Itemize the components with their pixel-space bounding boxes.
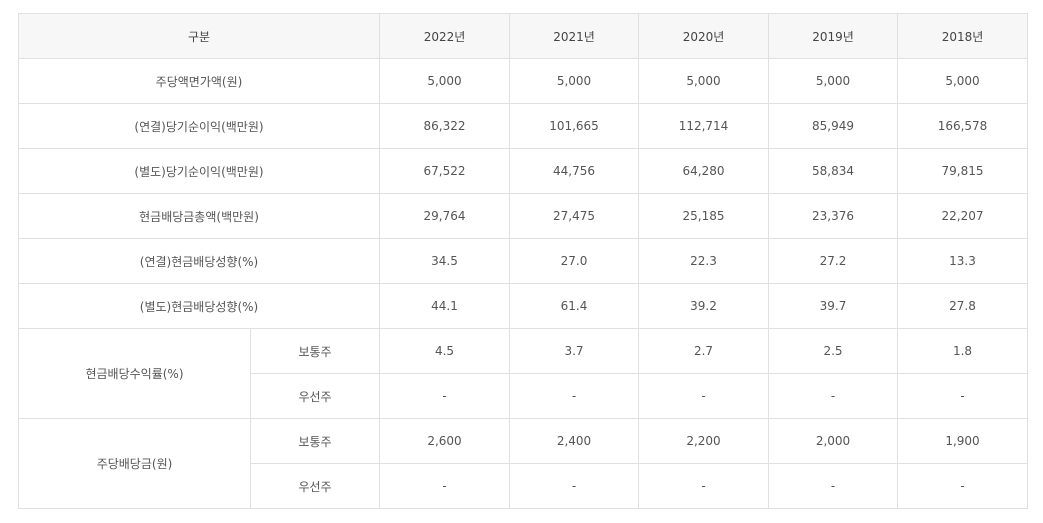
table-cell: 44.1 (379, 283, 510, 329)
table-row: (별도)현금배당성향(%) 44.1 61.4 39.2 39.7 27.8 (18, 283, 1028, 329)
table-cell: - (638, 373, 769, 419)
table-row: 주당액면가액(원) 5,000 5,000 5,000 5,000 5,000 (18, 58, 1028, 104)
table-cell: 2.5 (768, 328, 898, 374)
table-cell: 25,185 (638, 193, 769, 239)
table-cell: 22.3 (638, 238, 769, 284)
table-cell: 86,322 (379, 103, 510, 149)
table-cell: 3.7 (509, 328, 639, 374)
header-row: 구분 2022년 2021년 2020년 2019년 2018년 (18, 13, 1028, 59)
table-row: 현금배당수익률(%) 보통주 4.5 3.7 2.7 2.5 1.8 (18, 328, 1028, 419)
row-label: (별도)현금배당성향(%) (18, 283, 380, 329)
table-cell: 27.2 (768, 238, 898, 284)
table-row: 우선주 - - - - - (19, 373, 1028, 419)
table-cell: 13.3 (897, 238, 1028, 284)
table-cell: - (379, 373, 510, 419)
table-cell: 44,756 (509, 148, 639, 194)
table-cell: - (509, 373, 639, 419)
table-cell: 67,522 (379, 148, 510, 194)
table-cell: 5,000 (638, 58, 769, 104)
table-cell: - (638, 463, 769, 509)
table-cell: 58,834 (768, 148, 898, 194)
table-cell: 5,000 (509, 58, 639, 104)
header-year: 2020년 (638, 13, 769, 59)
table-cell: 2,400 (509, 418, 639, 464)
header-year: 2021년 (509, 13, 639, 59)
row-label: (별도)당기순이익(백만원) (18, 148, 380, 194)
table-cell: 1,900 (897, 418, 1028, 464)
table-cell: 34.5 (379, 238, 510, 284)
table-cell: 79,815 (897, 148, 1028, 194)
table-cell: 27.0 (509, 238, 639, 284)
table-row: (연결)현금배당성향(%) 34.5 27.0 22.3 27.2 13.3 (18, 238, 1028, 284)
table-cell: 4.5 (379, 328, 510, 374)
table-row: 우선주 - - - - - (19, 463, 1028, 509)
header-year: 2018년 (897, 13, 1028, 59)
table-cell: 166,578 (897, 103, 1028, 149)
table-cell: 101,665 (509, 103, 639, 149)
table-cell: 5,000 (768, 58, 898, 104)
table-cell: 27,475 (509, 193, 639, 239)
subrow-label: 보통주 (250, 328, 380, 374)
subrow-label: 우선주 (250, 373, 380, 419)
table-cell: 5,000 (897, 58, 1028, 104)
table-cell: - (897, 373, 1028, 419)
table-cell: - (768, 463, 898, 509)
table-cell: 112,714 (638, 103, 769, 149)
table-cell: - (768, 373, 898, 419)
row-label: (연결)현금배당성향(%) (18, 238, 380, 284)
table-cell: 23,376 (768, 193, 898, 239)
table-cell: 64,280 (638, 148, 769, 194)
table-row: (별도)당기순이익(백만원) 67,522 44,756 64,280 58,8… (18, 148, 1028, 194)
group-label: 현금배당수익률(%) (18, 328, 251, 419)
table-cell: 2,600 (379, 418, 510, 464)
table-cell: 5,000 (379, 58, 510, 104)
row-label: 현금배당금총액(백만원) (18, 193, 380, 239)
header-year: 2022년 (379, 13, 510, 59)
header-category: 구분 (18, 13, 380, 59)
table-cell: - (509, 463, 639, 509)
row-label: 주당액면가액(원) (18, 58, 380, 104)
table-cell: 2,200 (638, 418, 769, 464)
table-cell: 2.7 (638, 328, 769, 374)
table-cell: 22,207 (897, 193, 1028, 239)
table-row: 현금배당금총액(백만원) 29,764 27,475 25,185 23,376… (18, 193, 1028, 239)
table-cell: 85,949 (768, 103, 898, 149)
subrow-label: 보통주 (250, 418, 380, 464)
table-cell: 39.2 (638, 283, 769, 329)
table-cell: 29,764 (379, 193, 510, 239)
table-row: 주당배당금(원) 보통주 2,600 2,400 2,200 2,000 1,9… (18, 418, 1028, 509)
row-label: (연결)당기순이익(백만원) (18, 103, 380, 149)
table-cell: 1.8 (897, 328, 1028, 374)
table-cell: - (379, 463, 510, 509)
table-cell: 39.7 (768, 283, 898, 329)
dividend-table: 구분 2022년 2021년 2020년 2019년 2018년 주당액면가액(… (18, 13, 1028, 509)
table-cell: - (897, 463, 1028, 509)
table-cell: 61.4 (509, 283, 639, 329)
group-label: 주당배당금(원) (18, 418, 251, 509)
subrow-label: 우선주 (250, 463, 380, 509)
header-year: 2019년 (768, 13, 898, 59)
table-cell: 27.8 (897, 283, 1028, 329)
table-cell: 2,000 (768, 418, 898, 464)
table-row: (연결)당기순이익(백만원) 86,322 101,665 112,714 85… (18, 103, 1028, 149)
